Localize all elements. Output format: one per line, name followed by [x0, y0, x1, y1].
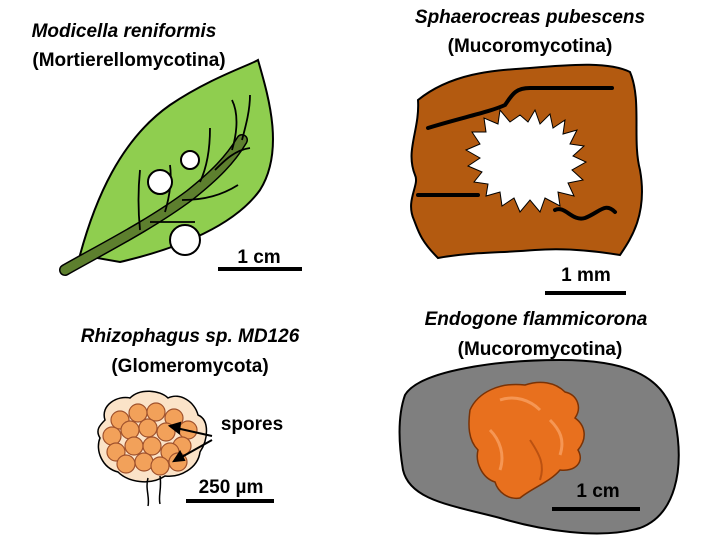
taxon-group: (Mucoromycotina) — [457, 339, 623, 360]
spore-ball — [169, 224, 201, 256]
mycelium-fuzz — [464, 108, 588, 213]
scale-label: 1 cm — [576, 481, 620, 502]
spores-label: spores — [220, 414, 284, 435]
hyphal-strands — [146, 475, 162, 507]
species-name: Sphaerocreas pubescens — [414, 7, 646, 28]
scale-label: 250 µm — [198, 477, 264, 498]
spore-ball — [180, 150, 200, 170]
species-name: Rhizophagus sp. MD126 — [80, 326, 300, 347]
taxon-group: (Mucoromycotina) — [447, 36, 613, 57]
spore-ball — [147, 169, 173, 195]
scale-label: 1 mm — [561, 265, 611, 286]
hyphae — [416, 86, 617, 221]
spore-pointer-arrows — [167, 421, 213, 463]
substrate-illustration — [410, 63, 643, 260]
leaf-blade — [78, 58, 274, 264]
taxon-group: (Glomeromycota) — [111, 356, 269, 377]
species-name: Endogone flammicorona — [424, 309, 648, 330]
leaf-illustration — [59, 58, 274, 276]
fruitbody-illustration — [398, 358, 680, 535]
taxon-group: (Mortierellomycotina) — [32, 50, 226, 71]
fruitbody — [468, 381, 585, 500]
scale-label: 1 cm — [237, 247, 281, 268]
spore-cluster-illustration — [97, 390, 213, 507]
species-name: Modicella reniformis — [31, 21, 217, 42]
